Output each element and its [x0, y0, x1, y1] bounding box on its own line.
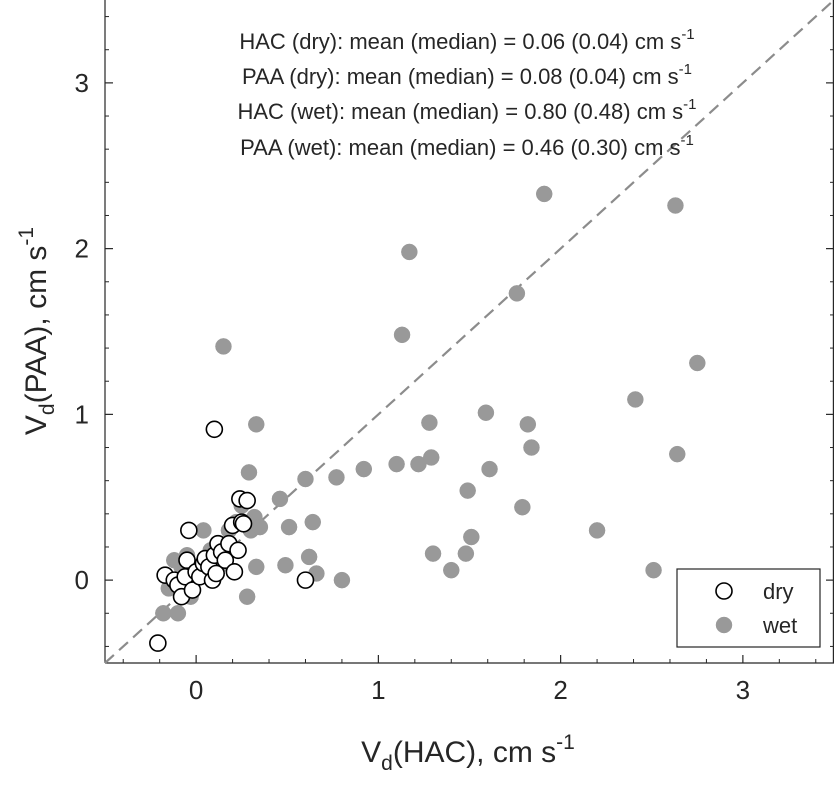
legend: dry wet [676, 568, 821, 648]
data-point-wet [195, 522, 212, 539]
data-point-wet [297, 470, 314, 488]
y-tick-label: 1 [75, 399, 89, 429]
y-axis-title: Vd(PAA), cm s-1 [15, 227, 59, 435]
data-point-dry [234, 514, 253, 533]
data-point-wet [393, 326, 411, 344]
data-point-wet [280, 518, 298, 536]
data-point-wet [215, 338, 232, 355]
legend-marker-wet [715, 616, 733, 634]
data-point-wet [271, 490, 289, 508]
data-point-wet [459, 482, 476, 499]
data-point-wet [401, 243, 418, 261]
data-point-wet [421, 414, 438, 431]
data-point-wet [333, 571, 351, 589]
data-point-dry [296, 571, 315, 589]
data-point-wet [669, 445, 686, 463]
stat-annotation-2: PAA (dry): mean (median) = 0.08 (0.04) c… [242, 61, 692, 89]
annotations-layer: HAC (dry): mean (median) = 0.06 (0.04) c… [238, 26, 697, 160]
data-point-wet [169, 605, 187, 622]
x-tick-label: 2 [553, 675, 567, 705]
data-point-wet [457, 545, 475, 562]
stat-annotation-4: PAA (wet): mean (median) = 0.46 (0.30) c… [240, 132, 694, 160]
y-tick-label: 0 [75, 565, 89, 595]
data-point-wet [514, 498, 531, 516]
data-point-wet [645, 561, 662, 579]
data-point-dry [178, 551, 196, 570]
data-point-wet [481, 460, 498, 478]
y-tick-label: 2 [75, 234, 89, 264]
legend-marker-dry [715, 582, 733, 600]
data-point-wet [477, 404, 495, 421]
data-point-dry [180, 521, 198, 540]
legend-box [676, 568, 821, 648]
y-tick-label: 3 [75, 68, 89, 98]
data-point-wet [424, 545, 442, 562]
data-point-wet [355, 460, 373, 478]
x-tick-label: 1 [371, 675, 385, 705]
one-to-one-dashed-line [104, 0, 834, 664]
data-point-wet [328, 469, 345, 486]
stat-annotation-1: HAC (dry): mean (median) = 0.06 (0.04) c… [239, 26, 694, 54]
data-point-wet [251, 518, 269, 536]
data-point-wet [588, 522, 606, 539]
data-point-dry [149, 634, 167, 652]
points-layer [149, 185, 706, 652]
data-point-wet [277, 556, 294, 574]
data-point-wet [422, 449, 440, 466]
data-point-wet [304, 513, 322, 531]
data-point-dry [207, 564, 225, 583]
data-point-wet [443, 561, 460, 579]
data-point-dry [205, 420, 224, 439]
data-point-wet [388, 455, 405, 473]
data-point-wet [238, 588, 256, 605]
x-tick-label: 0 [189, 675, 203, 705]
data-point-dry [183, 581, 202, 599]
reference-line-layer [104, 0, 834, 664]
data-point-wet [667, 197, 684, 214]
data-point-dry [238, 491, 256, 510]
data-point-wet [300, 548, 318, 566]
data-point-wet [627, 391, 644, 408]
stat-annotation-3: HAC (wet): mean (median) = 0.80 (0.48) c… [238, 96, 697, 124]
data-point-wet [508, 285, 526, 302]
x-tick-label: 3 [736, 675, 750, 705]
data-point-wet [155, 605, 172, 622]
x-axis-title: Vd(HAC), cm s-1 [361, 731, 575, 775]
data-point-wet [248, 416, 265, 433]
data-point-dry [229, 541, 247, 560]
data-point-wet [463, 528, 480, 546]
data-point-dry [225, 563, 244, 581]
legend-label-dry: dry [763, 579, 794, 604]
data-point-wet [519, 416, 537, 433]
data-point-dry [216, 551, 235, 570]
data-point-wet [689, 354, 706, 372]
data-point-wet [535, 185, 553, 203]
axes-layer: 0 1 2 3 0 1 2 3 [75, 0, 834, 705]
data-point-wet [240, 464, 258, 481]
legend-label-wet: wet [762, 613, 797, 638]
data-point-wet [523, 439, 540, 456]
axis-titles-layer: Vd(HAC), cm s-1 Vd(PAA), cm s-1 [15, 227, 575, 775]
data-point-wet [248, 558, 265, 576]
